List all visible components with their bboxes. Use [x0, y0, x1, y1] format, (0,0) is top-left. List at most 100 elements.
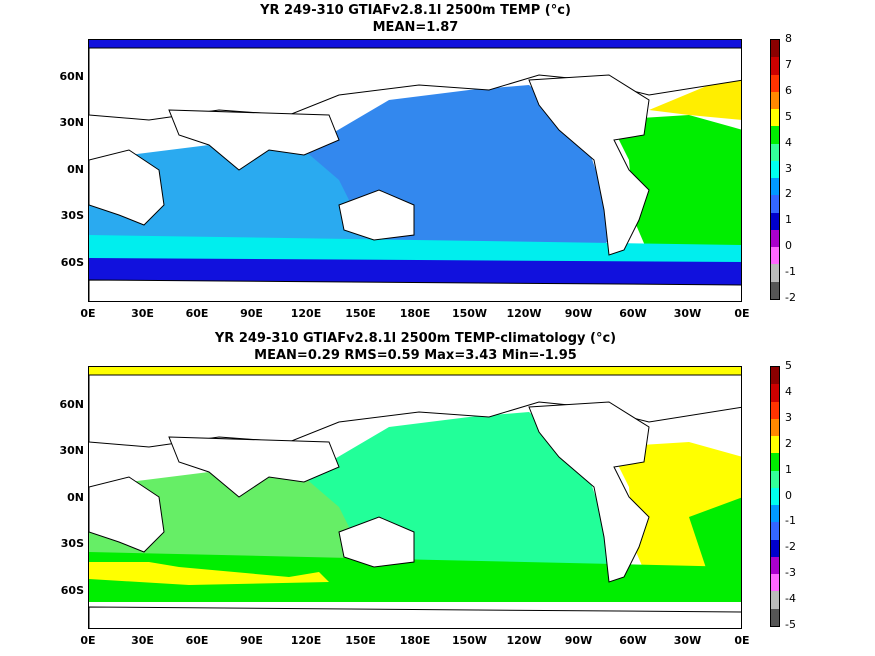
- bottom-colorbar-label: 3: [785, 410, 792, 424]
- top-colorbar-segment: [771, 178, 779, 196]
- top-colorbar-label: 0: [785, 239, 792, 253]
- bottom-lat-label: 60S: [60, 584, 84, 597]
- top-lon-label: 150W: [451, 307, 488, 320]
- top-land-antarctica: [89, 279, 741, 301]
- bottom-southern-band: [89, 552, 741, 602]
- top-colorbar-label: 8: [785, 32, 792, 45]
- top-colorbar-segment: [771, 195, 779, 213]
- bottom-colorbar-label: 1: [785, 462, 792, 476]
- top-lon-label: 0E: [734, 307, 750, 320]
- bottom-lon-label: 150E: [345, 634, 376, 647]
- bottom-colorbar-segment: [771, 539, 779, 557]
- bottom-colorbar-label: -3: [785, 566, 796, 580]
- top-arctic-band: [89, 40, 741, 48]
- bottom-lon-label: 0E: [734, 634, 750, 647]
- top-lon-label: 90W: [564, 307, 593, 320]
- bottom-lon-label: 60W: [619, 634, 647, 647]
- top-lon-label: 30W: [673, 307, 702, 320]
- bottom-colorbar-segment: [771, 401, 779, 419]
- top-lon-label: 150E: [345, 307, 376, 320]
- top-colorbar-segment: [771, 160, 779, 179]
- top-colorbar: [770, 39, 780, 300]
- bottom-lon-label: 90E: [240, 634, 263, 647]
- bottom-colorbar-label: -4: [785, 592, 796, 606]
- top-lon-label: 120W: [506, 307, 542, 320]
- top-lon-label: 90E: [240, 307, 263, 320]
- bottom-lon-label: 180E: [399, 634, 431, 647]
- top-lon-label: 60E: [185, 307, 209, 320]
- top-lat-label: 30S: [60, 209, 84, 222]
- bottom-indian-ocean: [89, 462, 389, 572]
- bottom-lon-label: 90W: [564, 634, 593, 647]
- bottom-land-australia: [338, 516, 415, 568]
- top-lat-label: 30N: [59, 116, 84, 129]
- top-colorbar-segment: [771, 91, 779, 110]
- top-lon-label: 30E: [131, 307, 154, 320]
- top-colorbar-segment: [771, 247, 779, 265]
- bottom-lat-label: 30N: [59, 444, 84, 457]
- top-southern-band: [89, 235, 741, 265]
- bottom-land-americas: [528, 401, 650, 583]
- bottom-colorbar: [770, 366, 780, 627]
- bottom-colorbar-segment: [771, 591, 779, 609]
- bottom-colorbar-segment: [771, 470, 779, 488]
- bottom-arctic-band: [89, 367, 741, 375]
- top-land-north: [89, 47, 741, 121]
- top-title-line2: MEAN=1.87: [372, 20, 459, 35]
- top-colorbar-segment: [771, 57, 779, 75]
- top-antarctic-band: [89, 258, 741, 285]
- bottom-colorbar-label: -5: [785, 618, 796, 631]
- top-atlantic-ocean: [609, 115, 741, 255]
- top-lon-label: 0E: [80, 307, 96, 320]
- bottom-colorbar-segment: [771, 556, 779, 575]
- bottom-colorbar-segment: [771, 453, 779, 471]
- bottom-map-panel: [88, 366, 742, 629]
- top-colorbar-segment: [771, 126, 779, 144]
- bottom-lat-label: 0N: [67, 491, 84, 504]
- bottom-colorbar-label: 5: [785, 359, 792, 372]
- bottom-land-india-asia: [168, 436, 340, 498]
- top-colorbar-label: 4: [785, 135, 792, 149]
- bottom-lon-label: 60E: [185, 634, 209, 647]
- bottom-southern-yellow: [89, 562, 329, 585]
- top-land-india-asia: [168, 109, 340, 171]
- top-land-africa: [89, 149, 165, 226]
- top-map-svg: [89, 40, 741, 301]
- bottom-colorbar-segment: [771, 367, 779, 385]
- top-colorbar-segment: [771, 212, 779, 230]
- top-colorbar-segment: [771, 109, 779, 127]
- top-colorbar-label: 6: [785, 83, 792, 97]
- bottom-lon-label: 120E: [290, 634, 322, 647]
- top-colorbar-label: 2: [785, 187, 792, 201]
- bottom-colorbar-segment: [771, 574, 779, 592]
- bottom-title-line1: YR 249-310 GTIAFv2.8.1l 2500m TEMP-clima…: [214, 331, 617, 346]
- bottom-colorbar-segment: [771, 505, 779, 523]
- top-lat-label: 60N: [59, 70, 84, 83]
- bottom-land-north: [89, 374, 741, 448]
- bottom-lon-label: 120W: [506, 634, 542, 647]
- top-lon-label: 180E: [399, 307, 431, 320]
- bottom-colorbar-segment: [771, 384, 779, 402]
- top-colorbar-segment: [771, 40, 779, 58]
- bottom-map-svg: [89, 367, 741, 628]
- bottom-lat-label: 60N: [59, 398, 84, 411]
- top-colorbar-label: 1: [785, 213, 792, 227]
- bottom-colorbar-segment: [771, 436, 779, 454]
- top-colorbar-segment: [771, 281, 779, 299]
- bottom-colorbar-segment: [771, 418, 779, 437]
- bottom-colorbar-label: -2: [785, 540, 796, 554]
- top-lon-label: 120E: [290, 307, 322, 320]
- top-colorbar-segment: [771, 229, 779, 248]
- top-colorbar-segment: [771, 143, 779, 161]
- bottom-colorbar-segment: [771, 522, 779, 540]
- bottom-colorbar-label: 4: [785, 384, 792, 398]
- top-title-line1: YR 249-310 GTIAFv2.8.1l 2500m TEMP (°c): [260, 3, 571, 18]
- bottom-colorbar-label: 0: [785, 488, 792, 502]
- top-nh-atlantic: [649, 80, 741, 120]
- bottom-land-africa: [89, 476, 165, 553]
- bottom-lon-label: 30W: [673, 634, 702, 647]
- top-lon-label: 60W: [619, 307, 647, 320]
- bottom-colorbar-segment: [771, 608, 779, 626]
- bottom-colorbar-label: -1: [785, 514, 796, 528]
- top-colorbar-label: 7: [785, 57, 792, 71]
